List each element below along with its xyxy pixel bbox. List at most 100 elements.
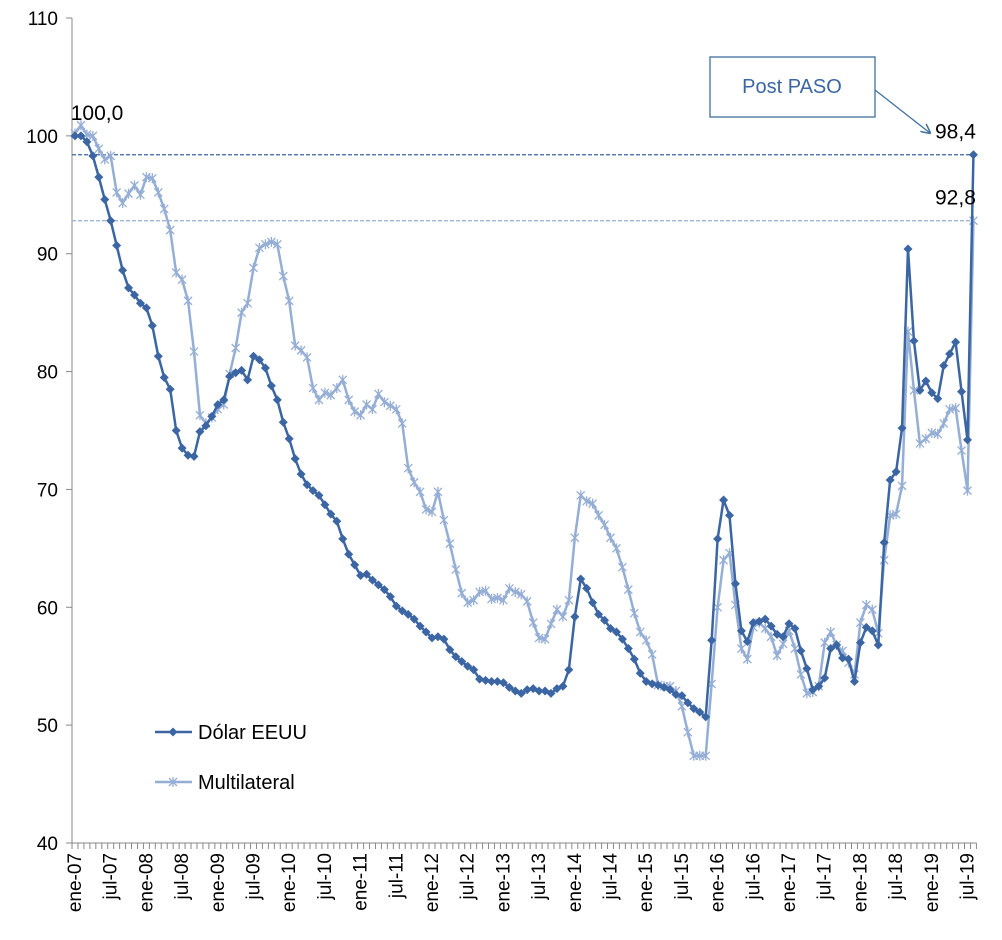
point-marker [927, 388, 937, 398]
point-marker [183, 295, 193, 306]
point-marker [606, 532, 615, 543]
x-tick-label: ene-12 [422, 853, 443, 912]
x-tick-label: ene-14 [565, 853, 586, 913]
point-marker [725, 510, 734, 520]
point-marker [70, 131, 80, 141]
x-tick-label: jul-13 [529, 853, 550, 900]
point-marker [415, 486, 425, 497]
point-marker [397, 418, 407, 429]
point-marker [451, 652, 461, 662]
point-marker [189, 451, 199, 461]
point-marker [391, 404, 401, 415]
x-tick-label: jul-07 [101, 853, 122, 900]
point-marker [201, 421, 211, 431]
point-marker [760, 614, 770, 624]
point-marker [469, 595, 479, 606]
x-tick-label: ene-17 [779, 853, 800, 912]
value-label: 100,0 [71, 102, 124, 125]
point-marker [582, 496, 592, 507]
point-marker [272, 239, 282, 250]
point-marker [427, 633, 437, 643]
point-marker [594, 510, 604, 521]
x-tick-label: ene-18 [850, 853, 871, 912]
point-marker [933, 394, 943, 404]
x-tick-label: jul-17 [815, 853, 836, 900]
point-marker [570, 612, 580, 622]
point-marker [118, 198, 128, 209]
point-marker [147, 321, 157, 331]
point-marker [82, 137, 92, 147]
point-marker [409, 614, 419, 624]
y-tick-label: 40 [37, 834, 58, 855]
point-marker [635, 627, 645, 638]
point-marker [237, 365, 247, 375]
point-marker [135, 298, 145, 308]
point-marker [278, 271, 288, 282]
point-marker [909, 385, 919, 396]
point-marker [189, 346, 199, 357]
point-marker [314, 394, 324, 405]
point-marker [260, 363, 270, 373]
point-marker [861, 622, 871, 632]
point-marker [195, 427, 205, 437]
y-tick-label: 90 [37, 245, 58, 266]
point-marker [844, 654, 853, 664]
point-marker [320, 387, 330, 398]
point-marker [939, 418, 949, 429]
point-marker [165, 225, 175, 236]
point-marker [391, 601, 401, 611]
point-marker [582, 583, 592, 593]
point-marker [564, 665, 574, 675]
point-marker [243, 298, 253, 309]
point-marker [814, 681, 824, 691]
annotation-box [709, 56, 876, 118]
point-marker [168, 777, 178, 787]
point-marker [951, 337, 961, 347]
x-tick-label: ene-08 [136, 853, 157, 912]
point-marker [611, 627, 621, 637]
point-marker [350, 406, 360, 417]
point-marker [617, 634, 627, 644]
point-marker [249, 351, 258, 361]
point-marker [915, 385, 925, 395]
point-marker [385, 400, 395, 411]
point-marker [504, 583, 514, 594]
point-marker [802, 664, 812, 674]
point-marker [409, 477, 419, 488]
point-marker [100, 195, 110, 204]
legend-label: Multilateral [198, 772, 295, 794]
x-tick-label: jul-10 [315, 853, 336, 900]
point-marker [231, 343, 241, 353]
point-marker [855, 617, 865, 628]
point-marker [475, 674, 485, 684]
point-marker [736, 643, 746, 654]
point-marker [243, 375, 253, 385]
x-tick-label: ene-19 [922, 853, 943, 912]
point-marker [445, 538, 455, 549]
point-marker [76, 120, 86, 131]
point-marker [492, 592, 502, 603]
point-marker [855, 638, 865, 648]
point-marker [266, 381, 276, 391]
point-marker [546, 688, 556, 698]
point-marker [623, 644, 633, 654]
point-marker [290, 454, 300, 464]
x-tick-label: jul-08 [172, 853, 193, 900]
point-marker [356, 410, 366, 421]
point-marker [237, 307, 247, 318]
point-marker [796, 646, 806, 656]
point-marker [106, 216, 116, 226]
point-marker [373, 388, 383, 399]
point-marker [790, 624, 800, 633]
x-tick-label: jul-19 [958, 853, 979, 900]
point-marker [481, 675, 491, 685]
point-marker [701, 712, 711, 722]
point-marker [832, 640, 842, 650]
point-marker [564, 595, 574, 606]
point-marker [421, 627, 431, 637]
point-marker [272, 395, 282, 405]
x-tick-label: jul-18 [886, 853, 907, 900]
point-marker [641, 635, 651, 646]
point-marker [153, 351, 163, 361]
point-marker [778, 632, 788, 642]
